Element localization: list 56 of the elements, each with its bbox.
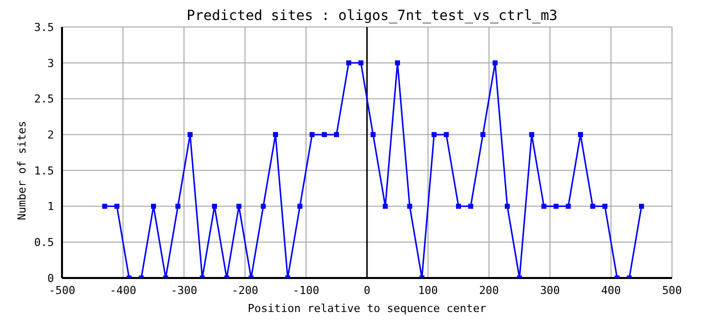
point xyxy=(432,132,437,138)
point xyxy=(370,132,376,138)
point xyxy=(566,204,571,209)
point xyxy=(456,204,461,209)
x-tick-label: 200 xyxy=(479,284,499,297)
point xyxy=(602,204,608,209)
point xyxy=(358,60,364,66)
x-tick-label: -400 xyxy=(110,284,136,297)
y-tick-label: 2 xyxy=(47,128,54,142)
point xyxy=(504,204,510,209)
point xyxy=(541,204,546,209)
point xyxy=(114,204,120,209)
point xyxy=(346,60,352,66)
point xyxy=(236,204,242,209)
x-tick-label: 400 xyxy=(601,284,621,297)
point xyxy=(529,132,534,138)
point xyxy=(334,132,339,138)
point xyxy=(639,204,644,209)
y-tick-label: 1 xyxy=(47,200,54,214)
x-tick-label: 300 xyxy=(540,284,560,297)
point xyxy=(407,204,412,209)
point xyxy=(480,132,486,138)
y-tick-label: 0.5 xyxy=(34,236,54,250)
point xyxy=(554,204,559,209)
y-axis-title: Number of sites xyxy=(16,120,28,222)
x-tick-label: 100 xyxy=(418,284,438,297)
chart-title: Predicted sites : oligos_7nt_test_vs_ctrl_m3 xyxy=(186,8,558,24)
point xyxy=(492,60,498,66)
point xyxy=(310,132,315,138)
point xyxy=(260,204,266,209)
point xyxy=(151,204,156,209)
point xyxy=(382,204,388,209)
point xyxy=(175,204,180,209)
point xyxy=(212,204,217,209)
x-tick-label: -200 xyxy=(232,284,258,297)
point xyxy=(322,132,327,138)
x-tick-label: 0 xyxy=(364,284,370,297)
point xyxy=(395,60,400,66)
y-tick-label: 2.5 xyxy=(34,92,54,106)
point xyxy=(578,132,583,138)
point xyxy=(444,132,449,138)
point xyxy=(102,204,108,209)
y-tick-label: 0 xyxy=(47,272,54,285)
y-tick-label: 3 xyxy=(47,56,54,70)
x-tick-label: -100 xyxy=(292,284,320,297)
x-tick-label: -300 xyxy=(170,284,198,297)
point xyxy=(297,204,302,209)
x-tick-label: 500 xyxy=(662,284,682,297)
x-axis-title: Position relative to sequence center xyxy=(248,302,487,315)
point xyxy=(590,204,596,209)
point xyxy=(188,132,193,138)
y-tick-label: 1.5 xyxy=(34,164,54,178)
x-tick-label: -500 xyxy=(48,284,76,297)
point xyxy=(468,204,474,209)
y-tick-label: 3.5 xyxy=(34,20,54,34)
point xyxy=(273,132,278,138)
